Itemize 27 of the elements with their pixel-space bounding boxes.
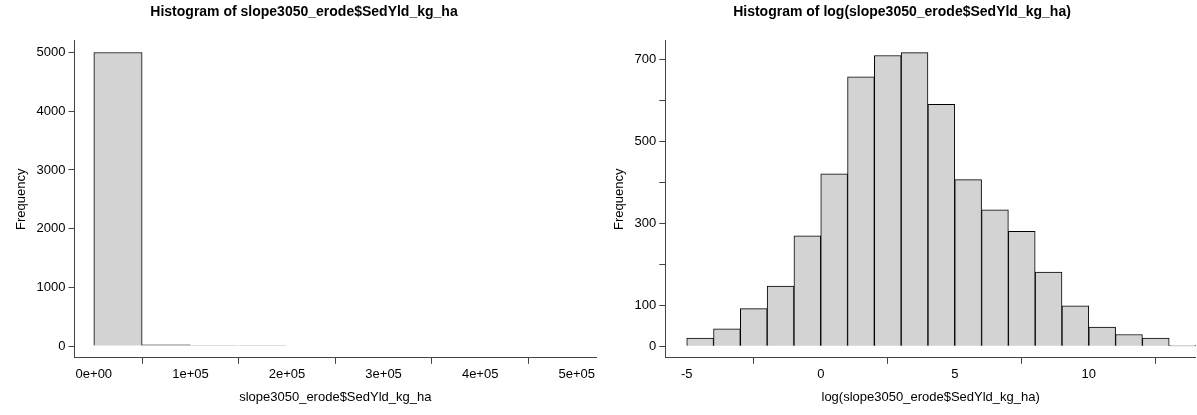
y-tick-label: 300 xyxy=(634,215,657,231)
x-tick-label: 0 xyxy=(817,366,825,382)
x-axis-title: slope3050_erode$SedYld_kg_ha xyxy=(239,388,433,404)
x-tick-label: 5 xyxy=(951,366,959,382)
chart-title: Histogram of slope3050_erode$SedYld_kg_ha xyxy=(150,3,458,20)
y-tick-label: 5000 xyxy=(36,44,66,60)
y-axis-title: Frequency xyxy=(611,168,627,231)
x-tick-label: 2e+05 xyxy=(268,366,306,382)
y-tick-label: 3000 xyxy=(36,161,66,177)
x-axis-title: log(slope3050_erode$SedYld_kg_ha) xyxy=(821,388,1040,404)
x-tick-label: 5e+05 xyxy=(558,366,595,382)
y-tick-label: 0 xyxy=(649,337,657,353)
x-tick-label: 1e+05 xyxy=(172,366,209,382)
x-tick-label: 0e+00 xyxy=(75,366,113,382)
y-tick-label: 4000 xyxy=(36,102,66,118)
y-tick-label: 1000 xyxy=(36,278,66,294)
x-tick-label: 4e+05 xyxy=(461,366,499,382)
y-tick-label: 2000 xyxy=(36,220,66,236)
x-tick-label: 3e+05 xyxy=(365,366,402,382)
x-tick-label: -5 xyxy=(680,366,693,382)
chart-title: Histogram of log(slope3050_erode$SedYld_kg_ha) xyxy=(733,3,1071,20)
y-tick-label: 700 xyxy=(634,51,657,67)
x-tick-label: 10 xyxy=(1081,366,1097,382)
y-tick-label: 100 xyxy=(634,296,657,312)
y-tick-label: 0 xyxy=(58,337,66,353)
y-axis-title: Frequency xyxy=(13,168,29,231)
y-tick-label: 500 xyxy=(634,133,657,149)
